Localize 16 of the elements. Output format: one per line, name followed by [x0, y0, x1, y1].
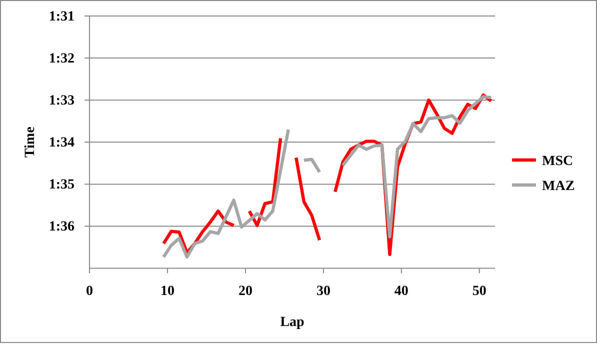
legend-label: MSC: [542, 154, 574, 169]
x-axis-title: Lap: [280, 315, 305, 330]
x-tick-label: 50: [472, 284, 486, 300]
y-tick-label: 1:31: [48, 9, 74, 24]
y-tick-label: 1:36: [48, 220, 74, 235]
x-tick-label: 40: [394, 284, 408, 300]
x-tick-label: 10: [160, 284, 174, 300]
x-tick-label: 30: [316, 284, 330, 300]
y-axis-title: Time: [23, 126, 38, 158]
y-tick-label: 1:34: [48, 136, 74, 151]
legend-label: MAZ: [542, 179, 575, 194]
y-tick-label: 1:33: [48, 94, 74, 109]
y-tick-label: 1:35: [48, 178, 74, 193]
x-tick-label: 20: [238, 284, 252, 300]
y-tick-label: 1:32: [48, 52, 74, 67]
x-tick-label: 0: [86, 284, 93, 300]
